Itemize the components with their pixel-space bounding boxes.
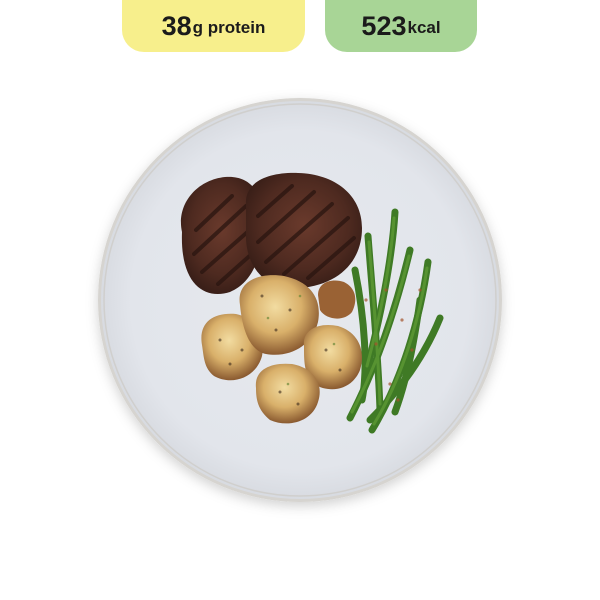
calories-value: 523 (361, 10, 407, 41)
beef-patty-icon (180, 176, 263, 295)
protein-value: 38 (161, 10, 192, 41)
protein-badge: 38 g protein (122, 0, 305, 52)
green-beans-icon (346, 208, 444, 434)
beef-patty-icon (245, 172, 362, 289)
calories-unit: kcal (407, 18, 441, 37)
calories-badge: 523 kcal (325, 0, 477, 52)
smashed-potato-icon (201, 275, 362, 424)
protein-unit: g protein (192, 18, 266, 37)
